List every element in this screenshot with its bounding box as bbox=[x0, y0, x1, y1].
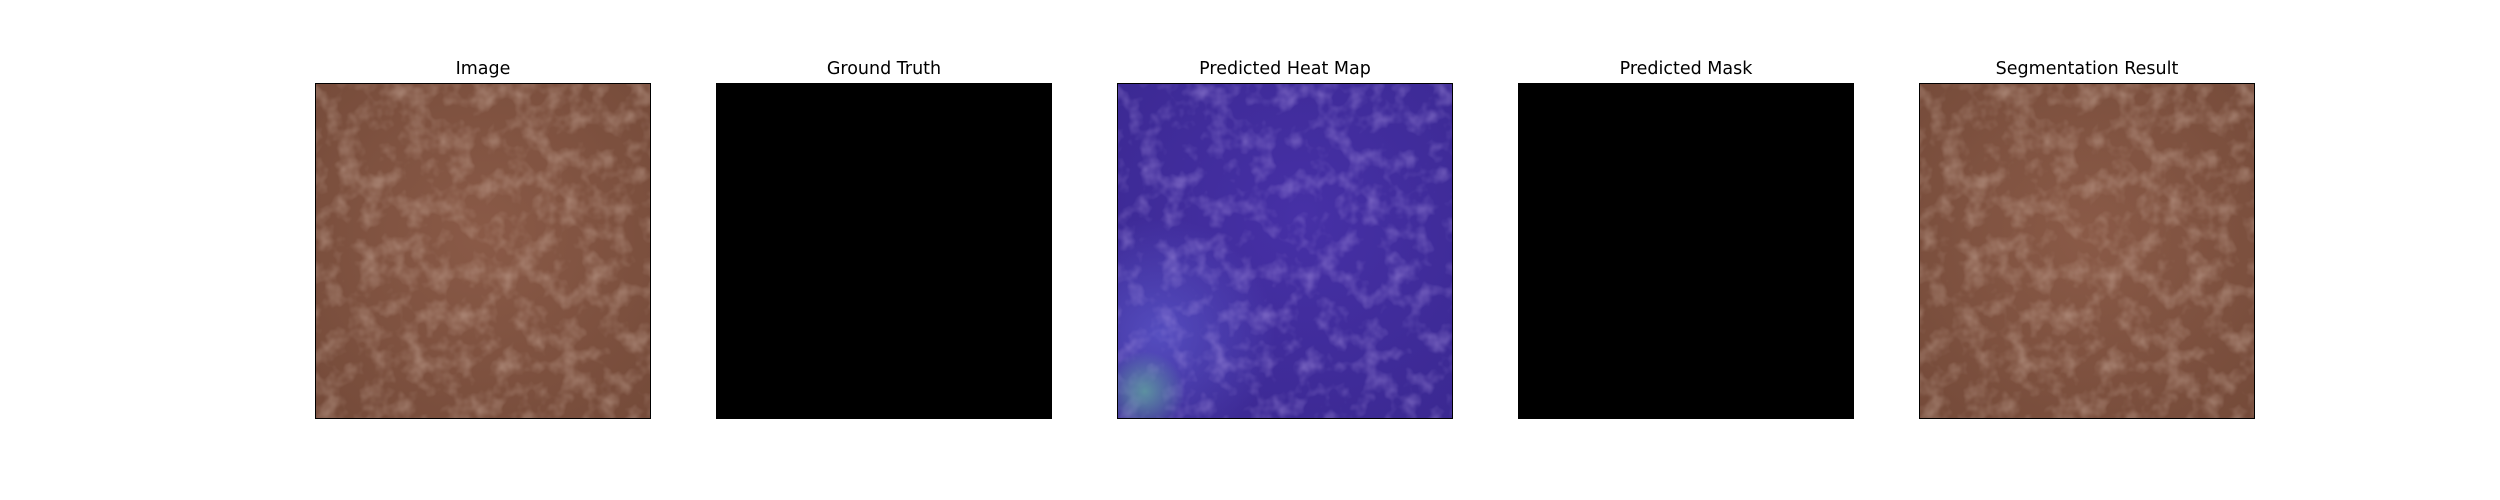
ground-truth-mask bbox=[715, 83, 1052, 419]
leather-image bbox=[315, 84, 650, 418]
heat-map-frame bbox=[1116, 83, 1453, 419]
predicted-mask bbox=[1517, 83, 1854, 419]
panel-title-image: Image bbox=[455, 59, 511, 79]
panel-predicted-mask: Predicted Mask bbox=[1516, 56, 1856, 419]
panel-title-segmentation: Segmentation Result bbox=[1995, 59, 2179, 79]
panel-image: Image bbox=[313, 56, 653, 419]
panel-title-ground-truth: Ground Truth bbox=[826, 59, 942, 79]
panel-segmentation: Segmentation Result bbox=[1917, 56, 2257, 419]
segmentation-image bbox=[1919, 84, 2254, 418]
panel-title-predicted-mask: Predicted Mask bbox=[1619, 59, 1753, 79]
panel-heat-map: Predicted Heat Map bbox=[1115, 56, 1455, 419]
panel-title-heat-map: Predicted Heat Map bbox=[1199, 59, 1371, 79]
panel-ground-truth: Ground Truth bbox=[714, 56, 1054, 419]
image-frame bbox=[314, 83, 651, 419]
heat-map-image bbox=[1117, 84, 1452, 418]
segmentation-frame bbox=[1918, 83, 2255, 419]
